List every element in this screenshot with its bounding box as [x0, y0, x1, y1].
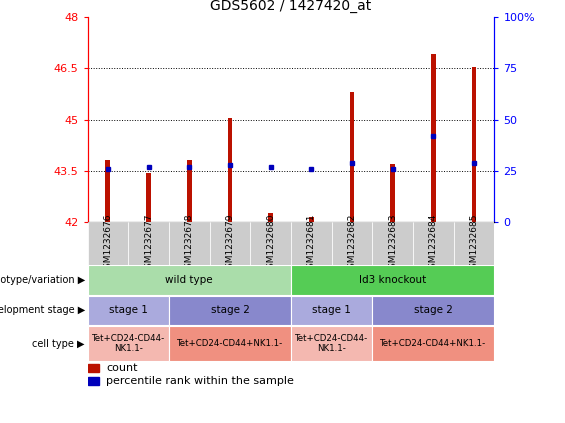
Bar [228, 118, 232, 222]
Text: stage 2: stage 2 [414, 305, 453, 316]
Title: GDS5602 / 1427420_at: GDS5602 / 1427420_at [210, 0, 372, 13]
Text: wild type: wild type [166, 275, 213, 285]
Text: GSM1232677: GSM1232677 [144, 213, 153, 274]
Bar [332, 222, 372, 265]
Bar [454, 222, 494, 265]
Bar [291, 327, 372, 361]
Text: GSM1232682: GSM1232682 [347, 214, 357, 274]
Bar [88, 364, 99, 372]
Bar [88, 296, 169, 325]
Text: GSM1232676: GSM1232676 [103, 213, 112, 274]
Text: Tet+CD24-CD44-
NK1.1-: Tet+CD24-CD44- NK1.1- [92, 334, 165, 353]
Bar [169, 222, 210, 265]
Text: GSM1232681: GSM1232681 [307, 213, 316, 274]
Bar [128, 222, 169, 265]
Text: percentile rank within the sample: percentile rank within the sample [106, 376, 294, 386]
Bar [372, 222, 413, 265]
Bar [291, 222, 332, 265]
Bar [169, 296, 291, 325]
Bar [372, 296, 494, 325]
Bar [250, 222, 291, 265]
Bar [309, 217, 314, 222]
Text: GSM1232679: GSM1232679 [225, 213, 234, 274]
Text: stage 2: stage 2 [211, 305, 249, 316]
Text: GSM1232678: GSM1232678 [185, 213, 194, 274]
Text: Tet+CD24-CD44-
NK1.1-: Tet+CD24-CD44- NK1.1- [295, 334, 368, 353]
Bar [350, 92, 354, 222]
Bar [88, 265, 291, 295]
Bar [88, 376, 99, 385]
Text: cell type ▶: cell type ▶ [32, 339, 85, 349]
Bar [268, 213, 273, 222]
Bar [187, 160, 192, 222]
Bar [88, 327, 169, 361]
Text: GSM1232685: GSM1232685 [470, 213, 479, 274]
Bar [291, 265, 494, 295]
Text: Tet+CD24-CD44+NK1.1-: Tet+CD24-CD44+NK1.1- [380, 339, 486, 348]
Bar [146, 173, 151, 222]
Bar [413, 222, 454, 265]
Text: GSM1232683: GSM1232683 [388, 213, 397, 274]
Text: genotype/variation ▶: genotype/variation ▶ [0, 275, 85, 285]
Bar [291, 296, 372, 325]
Text: development stage ▶: development stage ▶ [0, 305, 85, 316]
Bar [106, 160, 110, 222]
Text: count: count [106, 363, 137, 373]
Bar [372, 327, 494, 361]
Bar [431, 54, 436, 222]
Text: stage 1: stage 1 [312, 305, 351, 316]
Text: stage 1: stage 1 [109, 305, 147, 316]
Text: GSM1232680: GSM1232680 [266, 213, 275, 274]
Bar [390, 164, 395, 222]
Bar [472, 66, 476, 222]
Bar [169, 327, 291, 361]
Text: Tet+CD24-CD44+NK1.1-: Tet+CD24-CD44+NK1.1- [177, 339, 283, 348]
Bar [210, 222, 250, 265]
Text: GSM1232684: GSM1232684 [429, 214, 438, 274]
Bar [88, 222, 128, 265]
Text: ld3 knockout: ld3 knockout [359, 275, 427, 285]
